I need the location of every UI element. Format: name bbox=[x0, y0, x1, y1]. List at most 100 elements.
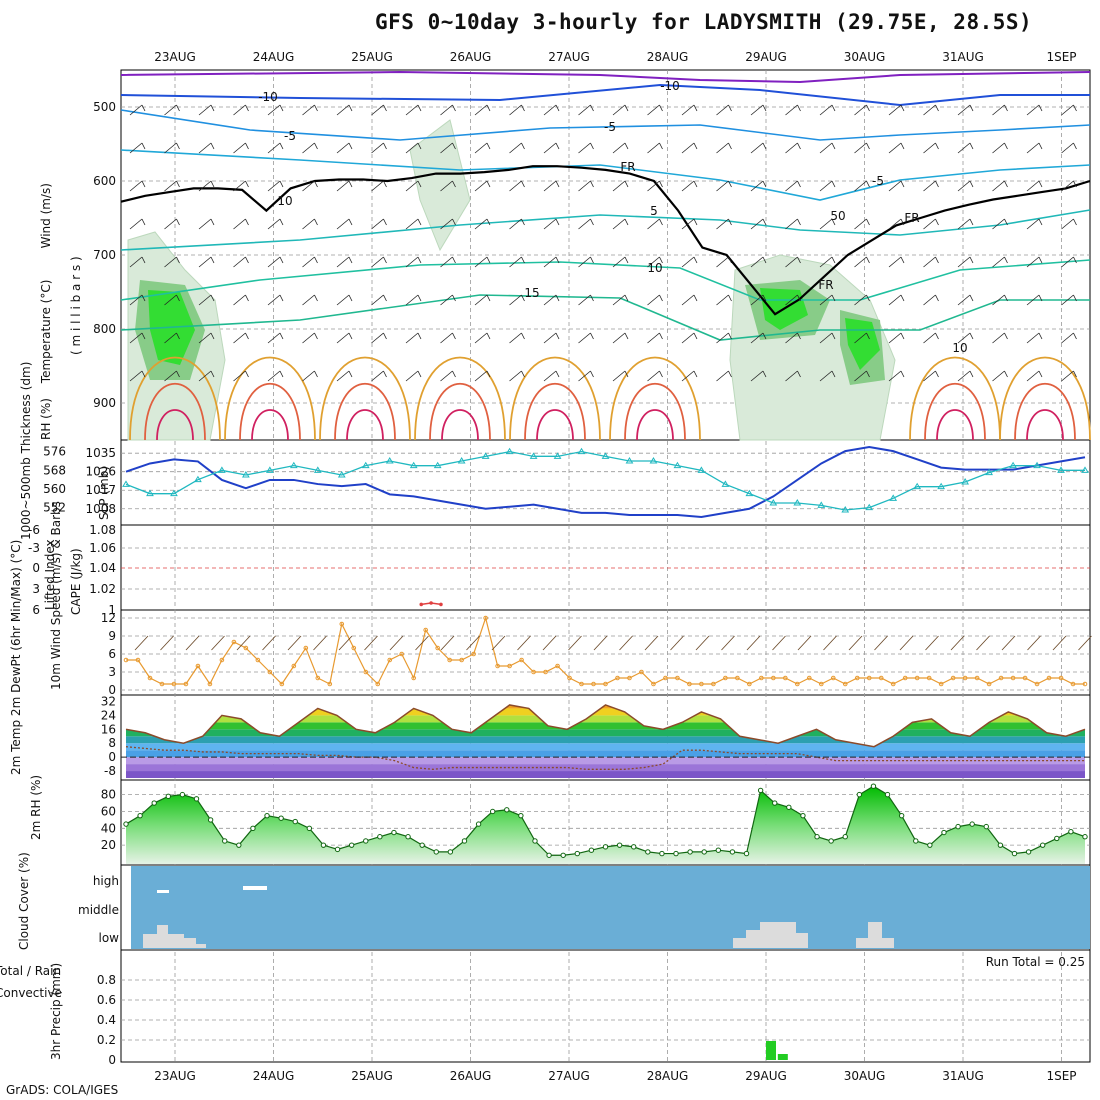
wind-barb-flag bbox=[728, 294, 732, 302]
cloud-level-label: low bbox=[99, 931, 120, 945]
wind-barb bbox=[129, 104, 143, 116]
thickness-point bbox=[817, 501, 826, 508]
thickness-point bbox=[865, 503, 874, 511]
wind-barb bbox=[957, 142, 971, 154]
temp-band bbox=[126, 736, 1085, 744]
wind-barb bbox=[371, 180, 384, 192]
wind-barb bbox=[854, 256, 867, 268]
wind-barb bbox=[612, 294, 626, 306]
wind-barb bbox=[164, 180, 177, 192]
wind-barb-flag bbox=[176, 142, 180, 150]
wind-barb bbox=[198, 180, 212, 192]
rh-point bbox=[504, 807, 510, 813]
cape-tick-label: 1.02 bbox=[89, 582, 116, 596]
precip-convective-label: Convective bbox=[0, 986, 62, 1000]
contour-label: FR bbox=[818, 278, 833, 292]
contour-label: -5 bbox=[872, 174, 884, 188]
wind-barb-flag bbox=[866, 142, 870, 150]
wind-barb bbox=[233, 294, 246, 306]
wind-barb bbox=[405, 256, 419, 268]
wind-barb-flag bbox=[1038, 104, 1043, 112]
wind-speed-point bbox=[1082, 681, 1088, 687]
surface-wind-barb bbox=[823, 635, 837, 651]
wind-barb-flag bbox=[210, 180, 215, 188]
wind-barb bbox=[405, 218, 419, 230]
wind-speed-point bbox=[147, 675, 153, 681]
rh-point bbox=[757, 787, 764, 794]
wind-speed-point bbox=[878, 675, 884, 681]
rh-point bbox=[165, 793, 172, 800]
wind-barb bbox=[543, 294, 557, 306]
rh-point bbox=[1039, 842, 1046, 848]
wind-barb bbox=[957, 218, 971, 230]
wind-barb-flag bbox=[935, 294, 939, 302]
wind-barb-flag bbox=[521, 332, 525, 340]
wind-barb-flag bbox=[383, 294, 387, 302]
wind-barb bbox=[509, 180, 522, 192]
wind-barb bbox=[233, 256, 246, 268]
wind-barb-flag bbox=[728, 332, 732, 340]
wind-barb bbox=[302, 294, 315, 306]
wind-barb-flag bbox=[383, 256, 387, 264]
rh-point bbox=[1068, 828, 1074, 835]
wind-barb bbox=[578, 180, 591, 192]
rh-point bbox=[236, 842, 242, 848]
rh-point bbox=[1054, 835, 1060, 842]
wind-barb-flag bbox=[383, 370, 387, 378]
temp-line bbox=[125, 704, 1086, 748]
thickness-point bbox=[961, 478, 970, 485]
wind-barb bbox=[854, 294, 867, 306]
contour-label: 15 bbox=[524, 286, 539, 300]
wind-barb-flag bbox=[693, 142, 698, 150]
wind-barb-flag bbox=[279, 332, 284, 340]
wind-barb bbox=[267, 256, 281, 268]
wind-barb-flag bbox=[521, 104, 525, 112]
wind-barb bbox=[716, 142, 729, 154]
wind-barb bbox=[716, 218, 729, 230]
wind-barb-flag bbox=[935, 256, 939, 264]
wind-barb-flag bbox=[348, 104, 353, 112]
wind-barb-flag bbox=[831, 142, 836, 150]
wind-barb bbox=[957, 370, 971, 382]
wind-barb-flag bbox=[417, 332, 422, 340]
wind-barb bbox=[819, 218, 833, 230]
wind-speed-point bbox=[591, 681, 596, 687]
wind-barb-flag bbox=[831, 104, 836, 112]
rh-point bbox=[955, 823, 961, 830]
wind-speed-point bbox=[806, 675, 812, 681]
wind-speed-point bbox=[327, 681, 333, 687]
wind-barb bbox=[440, 180, 453, 192]
wind-barb bbox=[992, 332, 1005, 344]
precip-ylabel: 3hr Precip (mm) bbox=[49, 963, 63, 1060]
wind-barb-flag bbox=[486, 142, 491, 150]
wind-barb-flag bbox=[624, 104, 629, 112]
wind-barb bbox=[716, 370, 729, 382]
surface-wind-barb bbox=[1052, 635, 1067, 651]
rh-point bbox=[574, 850, 580, 857]
contour-label: -10 bbox=[258, 90, 278, 104]
wind-barb bbox=[578, 218, 591, 230]
wind-barb bbox=[267, 370, 281, 382]
wind-ylabel: 10m Wind Speed (m/s) & Barbs bbox=[49, 501, 63, 690]
wind-barb-flag bbox=[762, 256, 767, 264]
rh-point bbox=[137, 812, 143, 819]
wind-barb-flag bbox=[797, 104, 801, 112]
wind-barb bbox=[543, 256, 557, 268]
wind-barb bbox=[578, 256, 591, 268]
wind-barb-flag bbox=[762, 294, 767, 302]
rh-point bbox=[969, 821, 975, 827]
wind-barb-flag bbox=[521, 142, 525, 150]
surface-wind-barb bbox=[695, 635, 710, 651]
rh-point bbox=[772, 800, 778, 806]
wind-barb-flag bbox=[279, 256, 284, 264]
wind-speed-point bbox=[1070, 681, 1076, 687]
rh-point bbox=[348, 842, 355, 848]
wind-barb bbox=[233, 142, 246, 154]
rh-point bbox=[334, 846, 341, 853]
wind-barb-flag bbox=[279, 142, 284, 150]
wind-barb-flag bbox=[452, 142, 456, 150]
wind-barb bbox=[198, 104, 212, 116]
surface-wind-barb bbox=[1078, 635, 1092, 651]
wind-speed-point bbox=[1034, 681, 1040, 687]
cape-tick-label: 1 bbox=[108, 603, 116, 617]
